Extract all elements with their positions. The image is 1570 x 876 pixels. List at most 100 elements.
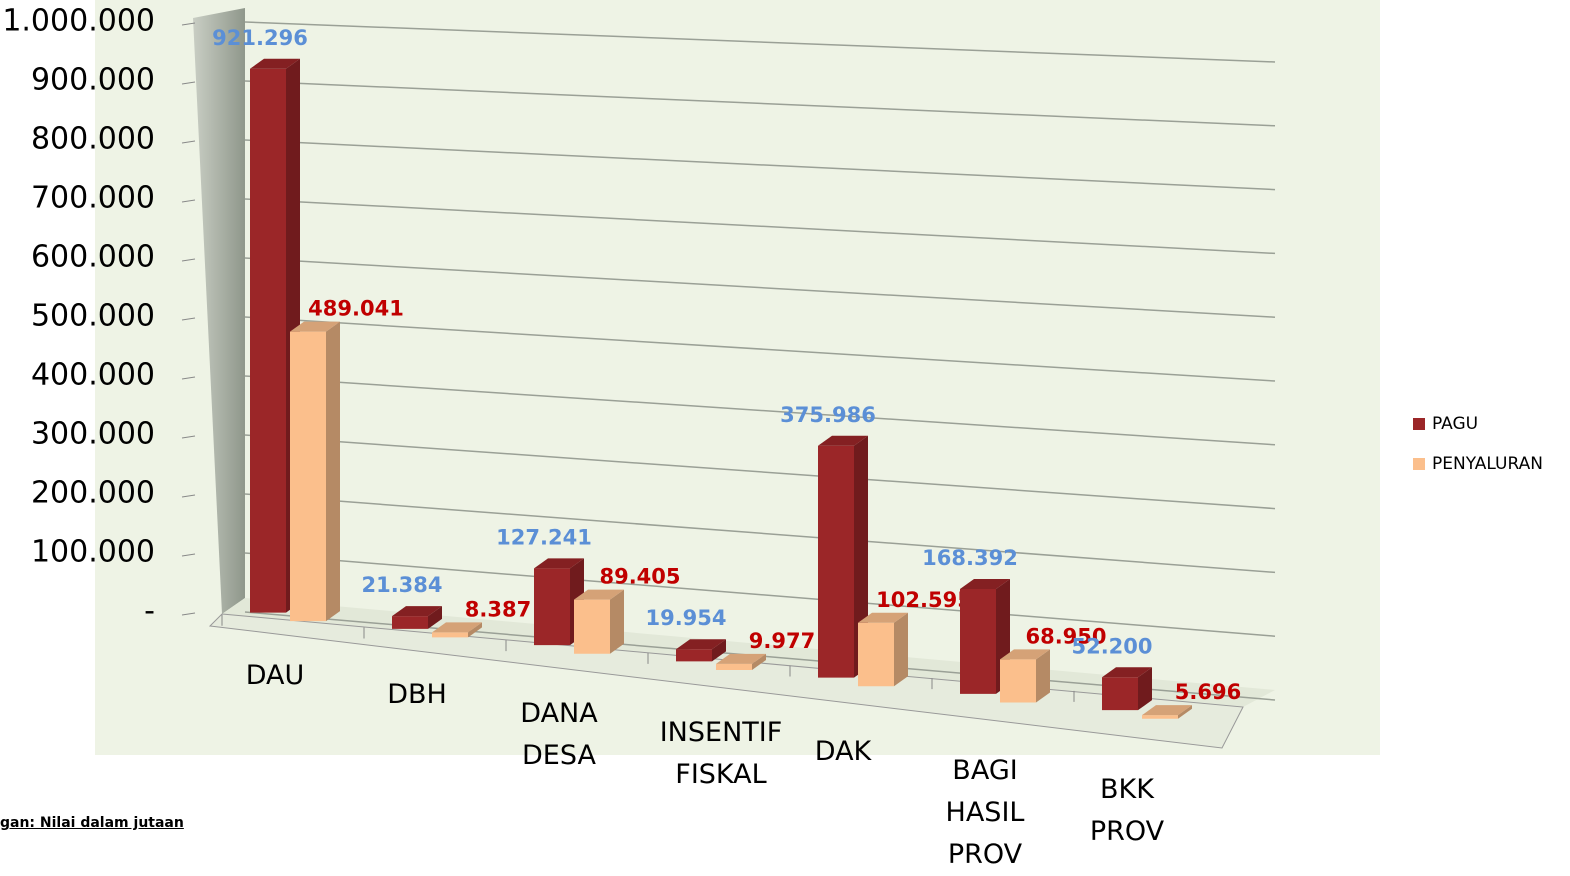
bar-top <box>392 606 442 617</box>
value-label: 19.954 <box>645 606 726 630</box>
x-tick-label: DBH <box>387 679 447 710</box>
bar <box>1000 649 1050 703</box>
bar-front <box>960 588 996 694</box>
grid-line <box>244 493 1276 574</box>
y-tick <box>181 317 196 321</box>
grid-line <box>244 21 1276 63</box>
x-tick-label: DAK <box>814 736 872 767</box>
grid-line <box>244 139 1276 191</box>
bar-side <box>428 606 442 629</box>
y-tick-label: 200.000 <box>31 476 155 511</box>
y-tick <box>181 376 196 380</box>
x-tick-label: DANA DESA <box>520 698 598 771</box>
y-tick <box>181 553 196 557</box>
legend-label: PAGU <box>1432 414 1478 434</box>
value-label: 52.200 <box>1071 634 1152 658</box>
y-tick <box>181 435 196 439</box>
bar-side <box>468 622 482 638</box>
y-tick <box>181 81 196 85</box>
bar-top <box>716 653 766 664</box>
value-label: 8.387 <box>465 597 531 621</box>
bar-front <box>290 331 326 622</box>
bar-front <box>534 568 570 646</box>
y-tick <box>181 258 196 262</box>
y-tick-label: 100.000 <box>31 535 155 570</box>
y-tick <box>181 140 196 144</box>
bar-front <box>676 649 712 662</box>
y-tick <box>181 22 196 26</box>
y-tick-label: 600.000 <box>31 240 155 275</box>
bar <box>858 612 908 687</box>
value-label: 127.241 <box>496 525 592 549</box>
grid-line <box>244 434 1276 510</box>
value-label: 168.392 <box>922 546 1018 570</box>
bar-front <box>858 622 894 687</box>
bar <box>290 321 340 622</box>
y-tick <box>181 494 196 498</box>
bar-side <box>1178 705 1192 719</box>
bar-top <box>290 321 340 332</box>
bar-top <box>1142 705 1192 716</box>
legend-swatch <box>1413 418 1425 430</box>
bar-top <box>960 578 1010 589</box>
bar <box>818 435 868 678</box>
bar <box>392 606 442 629</box>
value-label: 375.986 <box>780 403 876 427</box>
y-tick-label: 300.000 <box>31 417 155 452</box>
bar-front <box>1102 677 1138 711</box>
y-tick-label: 800.000 <box>31 122 155 157</box>
bar-top <box>1102 667 1152 678</box>
grid-line <box>244 375 1276 446</box>
x-tick-label: DAU <box>245 660 305 691</box>
bar-top <box>818 435 868 446</box>
bar-front <box>432 632 468 638</box>
footnote: gan: Nilai dalam jutaan <box>0 815 184 831</box>
grid-line <box>244 316 1276 382</box>
grid-line <box>244 257 1276 318</box>
bar-side <box>610 589 624 654</box>
bar-front <box>818 445 854 678</box>
bar-front <box>1000 659 1036 703</box>
legend-swatch <box>1413 458 1425 470</box>
bar <box>1142 705 1192 719</box>
bar <box>432 622 482 638</box>
bar <box>716 653 766 670</box>
y-tick-label: 1.000.000 <box>2 4 155 39</box>
bar-side <box>752 653 766 670</box>
bar-side <box>1036 649 1050 703</box>
y-tick <box>181 612 196 616</box>
value-label: 921.296 <box>212 26 308 50</box>
value-label: 489.041 <box>308 297 404 321</box>
y-tick-label: 700.000 <box>31 181 155 216</box>
bar-side <box>712 639 726 662</box>
bar <box>676 639 726 662</box>
y-tick <box>181 199 196 203</box>
y-tick-label: - <box>144 594 155 629</box>
bar-top <box>858 612 908 623</box>
bar <box>574 589 624 654</box>
x-tick-label: BAGI HASIL PROV <box>945 755 1025 870</box>
bar-top <box>574 589 624 600</box>
value-label: 102.595 <box>876 588 972 612</box>
bar-front <box>250 68 286 613</box>
bar-front <box>716 663 752 670</box>
x-tick-label: BKK PROV <box>1089 774 1165 847</box>
value-label: 89.405 <box>599 565 680 589</box>
bar-front <box>392 616 428 629</box>
grid-line <box>244 80 1276 127</box>
side-wall <box>193 8 245 614</box>
value-label: 68.950 <box>1025 624 1106 648</box>
bar-side <box>1138 667 1152 711</box>
value-label: 5.696 <box>1175 680 1241 704</box>
bar-top <box>250 58 300 69</box>
x-tick-label: INSENTIF FISKAL <box>659 717 783 790</box>
bar-front <box>574 599 610 654</box>
value-label: 9.977 <box>749 629 815 653</box>
y-tick-label: 400.000 <box>31 358 155 393</box>
bar-side <box>854 435 868 678</box>
y-tick-label: 500.000 <box>31 299 155 334</box>
bar-top <box>432 622 482 633</box>
bar-top <box>676 639 726 650</box>
value-label: 21.384 <box>361 573 442 597</box>
